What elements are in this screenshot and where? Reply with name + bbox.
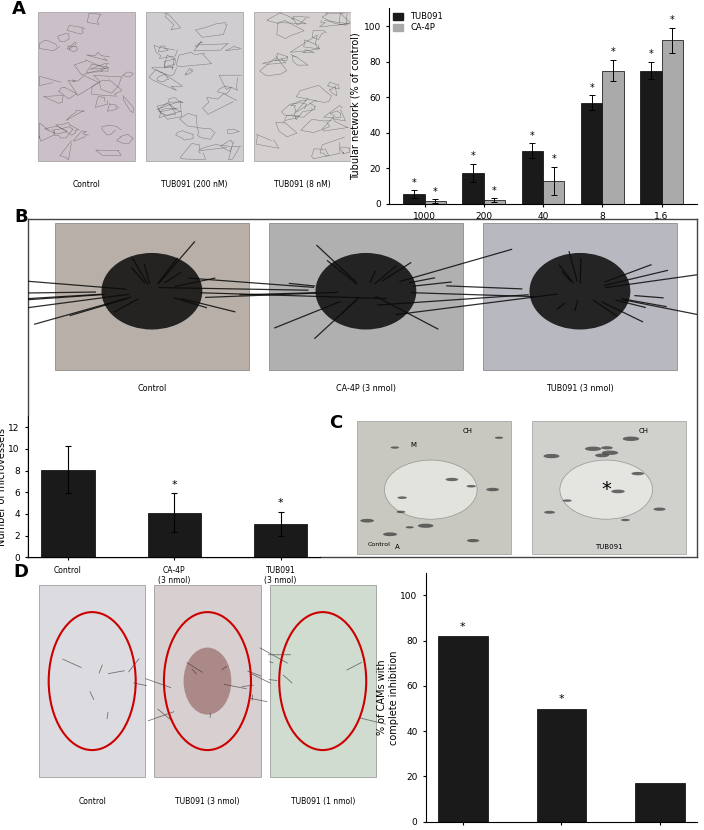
Text: TUB091 (200 nM): TUB091 (200 nM) [161, 180, 228, 188]
Text: D: D [13, 563, 29, 581]
Bar [146, 12, 243, 161]
Ellipse shape [601, 447, 613, 449]
Ellipse shape [544, 510, 555, 514]
Bar [635, 784, 684, 822]
Bar [603, 71, 624, 204]
Text: TUB091 (3 nmol): TUB091 (3 nmol) [546, 384, 614, 393]
Text: TUB091 (3 nmol): TUB091 (3 nmol) [175, 798, 239, 806]
Bar [254, 524, 307, 557]
Ellipse shape [562, 500, 572, 502]
Ellipse shape [406, 526, 414, 529]
Bar [662, 41, 683, 204]
Ellipse shape [560, 460, 653, 520]
Bar [39, 585, 145, 777]
Bar [483, 223, 677, 370]
Bar [522, 150, 543, 204]
Ellipse shape [467, 539, 479, 542]
Text: *: * [670, 15, 674, 25]
Text: C: C [329, 413, 342, 432]
Bar [269, 223, 463, 370]
Text: *: * [559, 694, 564, 704]
Text: A: A [12, 1, 26, 18]
Text: Control: Control [78, 798, 106, 806]
Ellipse shape [585, 447, 601, 451]
Bar [463, 173, 484, 204]
Ellipse shape [315, 253, 416, 330]
Bar [532, 421, 686, 554]
Ellipse shape [398, 496, 407, 499]
Ellipse shape [495, 437, 503, 439]
Y-axis label: Number of microvessels: Number of microvessels [0, 427, 7, 546]
Ellipse shape [101, 253, 202, 330]
Text: *: * [460, 622, 465, 632]
Bar [641, 71, 662, 204]
Bar [42, 470, 94, 557]
Bar [148, 513, 201, 557]
Bar [403, 194, 425, 204]
Legend: TUB091, CA-4P: TUB091, CA-4P [394, 12, 443, 32]
Text: *: * [648, 49, 653, 59]
Text: CA-4P (3 nmol): CA-4P (3 nmol) [336, 384, 396, 393]
X-axis label: Concentration (nM): Concentration (nM) [496, 224, 591, 234]
Ellipse shape [396, 510, 406, 513]
Text: *: * [471, 151, 475, 161]
Bar [543, 181, 565, 204]
Bar [38, 12, 134, 161]
Ellipse shape [602, 451, 618, 455]
Bar [270, 585, 376, 777]
Text: *: * [278, 499, 284, 509]
Text: *: * [433, 187, 438, 197]
Text: TUB091 (1 nmol): TUB091 (1 nmol) [291, 798, 355, 806]
Text: *: * [492, 186, 497, 196]
Bar [154, 585, 260, 777]
Ellipse shape [184, 647, 232, 715]
Ellipse shape [622, 437, 639, 441]
Ellipse shape [418, 524, 434, 528]
Text: Control: Control [73, 180, 100, 188]
Ellipse shape [621, 519, 630, 521]
Text: Control: Control [137, 384, 167, 393]
Ellipse shape [653, 508, 665, 510]
Text: *: * [601, 481, 611, 499]
Bar [425, 201, 446, 204]
Text: TUB091: TUB091 [596, 544, 623, 549]
Bar [581, 103, 603, 204]
Text: *: * [172, 480, 177, 490]
Text: *: * [411, 178, 416, 188]
Bar [536, 709, 586, 822]
Bar [254, 12, 351, 161]
Text: M: M [410, 442, 417, 448]
Text: *: * [530, 131, 535, 141]
Text: CH: CH [639, 427, 648, 434]
Bar [484, 200, 505, 204]
Text: A: A [396, 544, 400, 549]
Text: TUB091 (8 nM): TUB091 (8 nM) [275, 180, 331, 188]
Ellipse shape [486, 488, 499, 491]
Text: *: * [610, 47, 615, 57]
Ellipse shape [384, 460, 477, 520]
Bar [438, 636, 487, 822]
Text: CH: CH [463, 427, 473, 434]
Ellipse shape [595, 453, 609, 457]
Text: *: * [551, 154, 556, 164]
Ellipse shape [383, 532, 397, 536]
Ellipse shape [391, 447, 399, 449]
Text: *: * [589, 83, 594, 93]
Bar [357, 421, 511, 554]
Ellipse shape [611, 490, 624, 493]
Ellipse shape [467, 485, 476, 487]
Text: Control: Control [367, 542, 390, 547]
Ellipse shape [543, 454, 560, 458]
Ellipse shape [446, 478, 458, 481]
Bar [55, 223, 249, 370]
Text: B: B [15, 208, 28, 227]
Ellipse shape [631, 472, 644, 476]
Ellipse shape [529, 253, 630, 330]
Y-axis label: Tubular network (% of control): Tubular network (% of control) [351, 32, 361, 180]
Ellipse shape [360, 519, 374, 523]
Y-axis label: % of CAMs with
complete inhibition: % of CAMs with complete inhibition [377, 650, 399, 745]
